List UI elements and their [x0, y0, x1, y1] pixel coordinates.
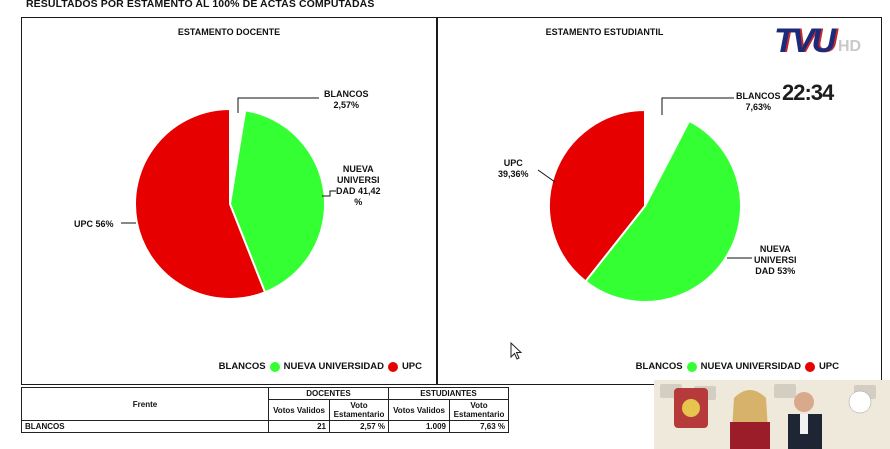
subheader-voto-estamentario: Voto Estamentario [449, 399, 509, 421]
pie-docente-svg [121, 97, 336, 300]
callout-line-nueva-universidad [322, 190, 336, 197]
label-upc: UPC 39,36% [498, 158, 529, 179]
pie-slice-nueva-universidad [584, 119, 742, 303]
legend-upc: UPC [401, 361, 422, 372]
page-title: RESULTADOS POR ESTAMENTO AL 100% DE ACTA… [26, 0, 375, 10]
legend-nueva-universidad: NUEVA UNIVERSIDAD [700, 361, 801, 372]
header-estudiantes: ESTUDIANTES [388, 387, 509, 400]
chart-title: ESTAMENTO ESTUDIANTIL [545, 27, 664, 37]
header-frente: Frente [21, 387, 269, 421]
label-upc: UPC 56% [74, 219, 114, 229]
label-blancos: BLANCOS 7,63% [736, 91, 781, 112]
cell-doc-validos: 21 [268, 420, 330, 433]
table-row: BLANCOS 21 2,57 % 1.009 7,63 % [21, 420, 509, 433]
callout-line-blancos [237, 97, 319, 113]
legend: BLANCOS NUEVA UNIVERSIDAD UPC [636, 361, 839, 372]
chart-title: ESTAMENTO DOCENTE [177, 27, 281, 37]
pie-estudiantil-svg [537, 97, 752, 303]
legend-nueva-universidad: NUEVA UNIVERSIDAD [283, 361, 384, 372]
green-dot-icon [269, 361, 280, 372]
cell-est-validos: 1.009 [388, 420, 450, 433]
red-dot-icon [387, 361, 398, 372]
tvu-logo: TVU HD [774, 22, 868, 62]
label-blancos: BLANCOS 2,57% [324, 89, 369, 110]
green-dot-icon [686, 361, 697, 372]
chart-docente: ESTAMENTO DOCENTE BLANCOS 2,57% NUEVA UNIV… [21, 17, 437, 385]
legend-blancos: BLANCOS [218, 361, 266, 372]
results-table: Frente DOCENTES ESTUDIANTES Votos Valido… [21, 387, 509, 433]
cell-doc-pct: 2,57 % [329, 420, 389, 433]
legend-upc: UPC [818, 361, 839, 372]
header-docentes: DOCENTES [268, 387, 389, 400]
cell-est-pct: 7,63 % [449, 420, 509, 433]
subheader-voto-estamentario: Voto Estamentario [329, 399, 389, 421]
broadcast-clock: 22:34 [782, 80, 834, 105]
legend-blancos: BLANCOS [635, 361, 683, 372]
callout-line-blancos [661, 97, 734, 115]
cell-frente: BLANCOS [21, 420, 269, 433]
logo-hd: HD [838, 38, 862, 55]
pie-slice-upc [548, 108, 646, 283]
video-pip [654, 380, 890, 449]
label-nueva-universidad: NUEVA UNIVERSI DAD 53% [754, 244, 797, 276]
subheader-votos-validos: Votos Validos [388, 399, 450, 421]
red-dot-icon [804, 361, 815, 372]
mouse-cursor-icon [510, 342, 523, 360]
subheader-votos-validos: Votos Validos [268, 399, 330, 421]
pie-slice-upc [134, 107, 267, 300]
callout-line-upc [537, 169, 556, 183]
pie-slice-nueva-universidad [228, 109, 326, 294]
legend: BLANCOS NUEVA UNIVERSIDAD UPC [219, 361, 422, 372]
label-nueva-universidad: NUEVA UNIVERSI DAD 41,42% [336, 164, 381, 207]
logo-text: TVU [774, 22, 836, 60]
chart-estudiantil: ESTAMENTO ESTUDIANTIL BLANCOS 7,63% NUEVA… [437, 17, 882, 385]
